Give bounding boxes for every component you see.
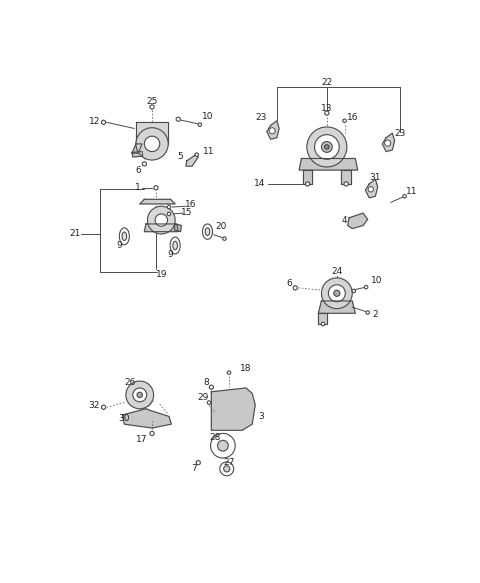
Text: 27: 27 (223, 458, 235, 467)
Ellipse shape (205, 228, 210, 236)
Polygon shape (174, 224, 181, 231)
Text: 11: 11 (204, 147, 215, 156)
Circle shape (384, 140, 391, 146)
Polygon shape (299, 159, 358, 170)
Circle shape (211, 433, 235, 458)
Circle shape (269, 128, 275, 134)
Polygon shape (267, 121, 279, 139)
Text: 3: 3 (259, 412, 264, 421)
Text: 17: 17 (136, 435, 148, 444)
Text: 14: 14 (254, 180, 265, 188)
Polygon shape (318, 301, 355, 313)
Text: 32: 32 (89, 401, 100, 410)
Circle shape (133, 388, 147, 402)
Circle shape (368, 187, 373, 192)
Text: 30: 30 (119, 415, 130, 423)
Text: 10: 10 (202, 112, 213, 121)
Ellipse shape (120, 228, 129, 245)
Text: 10: 10 (371, 276, 383, 286)
Circle shape (137, 392, 143, 398)
Text: 31: 31 (370, 173, 381, 182)
Circle shape (126, 381, 154, 409)
Ellipse shape (170, 237, 180, 254)
Polygon shape (348, 213, 368, 229)
Text: 22: 22 (321, 78, 333, 87)
Polygon shape (132, 152, 143, 157)
Polygon shape (136, 122, 168, 144)
Text: 25: 25 (146, 97, 158, 106)
Text: 5: 5 (178, 152, 183, 161)
Circle shape (307, 127, 347, 167)
Text: 20: 20 (216, 222, 227, 231)
Polygon shape (365, 180, 378, 198)
Text: 6: 6 (286, 279, 292, 288)
Text: 9: 9 (116, 241, 122, 250)
Circle shape (322, 142, 332, 152)
Circle shape (324, 145, 329, 149)
Ellipse shape (122, 232, 127, 241)
Text: 29: 29 (197, 394, 209, 402)
Text: 9: 9 (167, 250, 173, 259)
Text: 13: 13 (321, 104, 333, 113)
Circle shape (322, 278, 352, 308)
Text: 15: 15 (181, 208, 192, 217)
Text: 11: 11 (406, 187, 417, 196)
Text: 23: 23 (394, 129, 406, 138)
Text: 21: 21 (70, 230, 81, 238)
Circle shape (328, 285, 345, 302)
Circle shape (220, 462, 234, 476)
Polygon shape (382, 133, 395, 152)
Circle shape (144, 136, 160, 152)
Circle shape (334, 290, 340, 296)
Text: 19: 19 (156, 271, 167, 279)
Circle shape (155, 214, 168, 226)
Polygon shape (140, 199, 175, 204)
Text: 1: 1 (134, 183, 140, 192)
Polygon shape (144, 224, 178, 231)
Ellipse shape (203, 224, 213, 240)
Text: 16: 16 (347, 113, 358, 122)
Text: 23: 23 (256, 113, 267, 122)
Text: 18: 18 (240, 364, 252, 373)
Polygon shape (303, 170, 312, 184)
Text: 8: 8 (203, 378, 209, 387)
Circle shape (147, 206, 175, 234)
Circle shape (314, 135, 339, 159)
Ellipse shape (173, 241, 178, 250)
Polygon shape (211, 388, 255, 430)
Polygon shape (186, 154, 198, 166)
Polygon shape (318, 313, 327, 324)
Polygon shape (132, 144, 142, 153)
Text: 16: 16 (185, 200, 196, 209)
Text: 24: 24 (331, 267, 343, 276)
Text: 28: 28 (209, 433, 221, 442)
Circle shape (217, 440, 228, 451)
Text: 6: 6 (135, 166, 141, 175)
Circle shape (224, 466, 230, 472)
Circle shape (136, 128, 168, 160)
Polygon shape (123, 409, 171, 428)
Text: 12: 12 (89, 117, 101, 126)
Text: 7: 7 (191, 464, 196, 473)
Text: 4: 4 (342, 216, 348, 226)
Polygon shape (341, 170, 351, 184)
Text: 2: 2 (372, 310, 378, 319)
Text: 26: 26 (125, 378, 136, 387)
